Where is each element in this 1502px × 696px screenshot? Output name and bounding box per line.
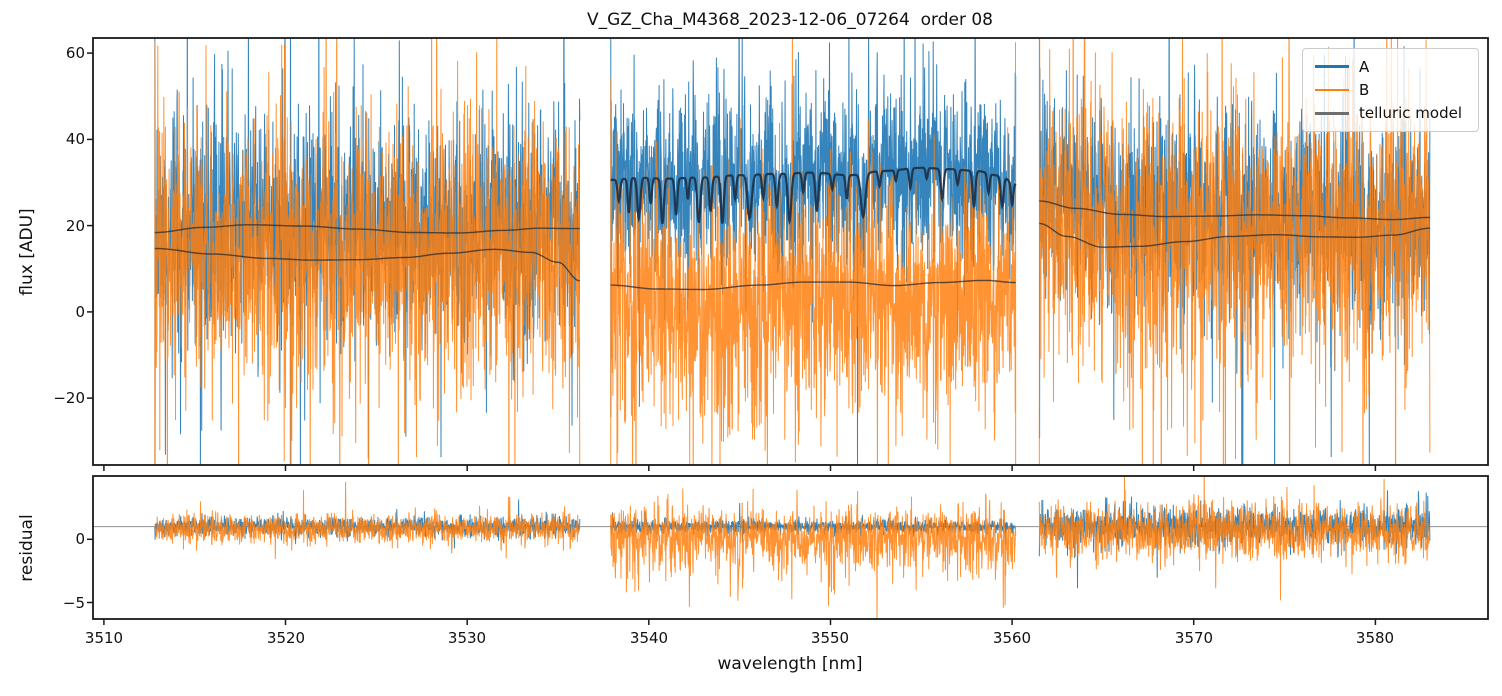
- legend-label-telluric: telluric model: [1359, 104, 1463, 123]
- legend: A B telluric model: [1302, 48, 1479, 132]
- flux-tick-label: 0: [75, 303, 85, 321]
- legend-label-a: A: [1359, 57, 1370, 76]
- x-tick-label: 3530: [447, 629, 487, 647]
- residual-tick-label: 0: [75, 530, 85, 548]
- x-tick-label: 3570: [1174, 629, 1214, 647]
- legend-item-a: A: [1311, 55, 1470, 78]
- x-tick-label: 3520: [266, 629, 306, 647]
- residual-axis-label: residual: [17, 514, 37, 582]
- legend-label-b: B: [1359, 80, 1370, 99]
- legend-line-telluric-icon: [1315, 112, 1349, 115]
- flux-tick-label: 40: [65, 130, 85, 148]
- x-tick-label: 3550: [810, 629, 850, 647]
- legend-item-b: B: [1311, 78, 1470, 101]
- x-tick-label: 3560: [992, 629, 1032, 647]
- legend-line-b-icon: [1315, 88, 1349, 92]
- x-tick-label: 3540: [629, 629, 669, 647]
- flux-tick-label: 20: [65, 217, 85, 235]
- x-tick-label: 3510: [84, 629, 124, 647]
- x-tick-label: 3580: [1355, 629, 1395, 647]
- flux-tick-label: −20: [53, 389, 85, 407]
- residual-tick-label: −5: [62, 594, 85, 612]
- flux-tick-label: 60: [65, 44, 85, 62]
- wavelength-axis-label: wavelength [nm]: [717, 654, 863, 674]
- plot-title: V_GZ_Cha_M4368_2023-12-06_07264 order 08: [587, 10, 993, 30]
- legend-line-a-icon: [1315, 65, 1349, 68]
- legend-item-telluric: telluric model: [1311, 102, 1470, 125]
